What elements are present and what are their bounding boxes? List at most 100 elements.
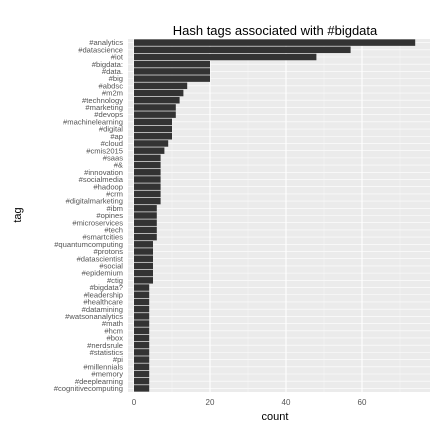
bar: [134, 161, 161, 169]
x-tick-label: 60: [358, 398, 367, 407]
bar: [134, 385, 150, 392]
y-tick-label: #m2m: [102, 89, 123, 98]
bar: [134, 305, 150, 313]
x-tick-labels: 0 20 40 60: [132, 398, 367, 407]
bar: [134, 212, 157, 219]
y-tick-label: #tech: [104, 226, 123, 235]
bar: [134, 298, 150, 306]
y-tick-label: #hcm: [104, 326, 123, 335]
y-tick-label: #hadoop: [93, 182, 123, 191]
y-tick-label: #marketing: [85, 103, 123, 112]
bar: [134, 269, 153, 277]
y-tick-label: #abdsc: [99, 81, 124, 90]
bar: [134, 205, 157, 212]
y-axis-title: tag: [12, 207, 24, 222]
bar: [134, 104, 176, 111]
bar: [134, 313, 150, 320]
x-axis-title: count: [262, 411, 289, 423]
y-tick-label: #datascientist: [77, 254, 124, 263]
y-tick-label: #social: [99, 262, 123, 271]
y-tick-label: #memory: [91, 370, 123, 379]
bar: [134, 363, 150, 371]
y-tick-label: #iot: [111, 53, 124, 62]
bar: [134, 320, 150, 327]
y-tick-label: #crm: [106, 189, 123, 198]
bar: [134, 133, 172, 140]
y-tick-label: #watsonanalytics: [65, 312, 123, 321]
bar: [134, 219, 157, 226]
bars: [134, 39, 416, 392]
bar: [134, 233, 157, 241]
bar: [134, 341, 150, 349]
y-tick-label: #datamining: [82, 305, 123, 314]
bar: [134, 46, 351, 54]
bar: [134, 241, 153, 248]
bar: [134, 89, 184, 97]
bar: [134, 327, 150, 335]
chart-title: Hash tags associated with #bigdata: [173, 23, 378, 38]
y-tick-label: #big: [109, 74, 123, 83]
y-tick-label: #socialmedia: [79, 175, 124, 184]
bar: [134, 262, 153, 270]
y-tick-label: #pi: [113, 355, 123, 364]
bar: [134, 197, 161, 205]
y-tick-label: #millennials: [83, 362, 123, 371]
y-tick-label: #nerdsrule: [87, 341, 123, 350]
x-tick-label: 20: [206, 398, 215, 407]
y-tick-label: #cognitivecomputing: [54, 384, 123, 393]
bar: [134, 190, 161, 198]
bar: [134, 226, 157, 234]
y-tick-label: #devops: [94, 110, 123, 119]
y-tick-label: #ibm: [107, 204, 123, 213]
bar: [134, 183, 161, 190]
bar: [134, 140, 169, 147]
y-tick-label: #innovation: [84, 168, 123, 177]
y-tick-label: #math: [102, 319, 123, 328]
bar: [134, 125, 172, 133]
bar: [134, 334, 150, 342]
y-tick-label: #digitalmarketing: [66, 197, 123, 206]
y-tick-label: #epidemium: [82, 269, 123, 278]
bar: [134, 60, 210, 68]
y-tick-label: #quantumcomputing: [54, 240, 123, 249]
bar: [134, 248, 153, 255]
y-tick-label: #&: [114, 161, 123, 170]
y-tick-label: #analytics: [89, 38, 123, 47]
y-tick-label: #data.: [102, 67, 123, 76]
bar: [134, 68, 210, 75]
bar: [134, 255, 153, 262]
y-tick-label: #opines: [96, 211, 123, 220]
x-tick-label: 40: [282, 398, 291, 407]
bar: [134, 277, 153, 284]
y-tick-label: #deeplearning: [75, 377, 123, 386]
bar: [134, 349, 150, 356]
y-tick-label: #ap: [110, 132, 123, 141]
y-tick-label: #box: [107, 334, 124, 343]
bar: [134, 169, 161, 176]
bar: [134, 377, 150, 385]
bar: [134, 39, 416, 46]
y-tick-label: #technology: [82, 96, 123, 105]
y-tick-label: #leadership: [84, 290, 123, 299]
bar: [134, 356, 150, 363]
y-tick-label: #protons: [93, 247, 123, 256]
bar: [134, 284, 150, 291]
y-tick-label: #digital: [99, 125, 123, 134]
bar: [134, 291, 150, 298]
y-tick-label: #healthcare: [83, 298, 123, 307]
bar: [134, 75, 210, 82]
bar: [134, 118, 172, 126]
bar: [134, 370, 150, 378]
y-tick-label: #cmis2015: [86, 146, 123, 155]
y-tick-label: #smartcities: [82, 233, 123, 242]
y-tick-label: #machinelearning: [63, 117, 123, 126]
bar: [134, 111, 176, 118]
bar: [134, 176, 161, 183]
bar: [134, 82, 188, 90]
y-tick-label: #saas: [103, 153, 123, 162]
bar: [134, 53, 317, 61]
y-tick-labels: #analytics#datascience#iot#bigdata:#data…: [54, 38, 124, 393]
y-tick-label: #bigdata?: [90, 283, 123, 292]
y-tick-label: #datascience: [78, 45, 123, 54]
